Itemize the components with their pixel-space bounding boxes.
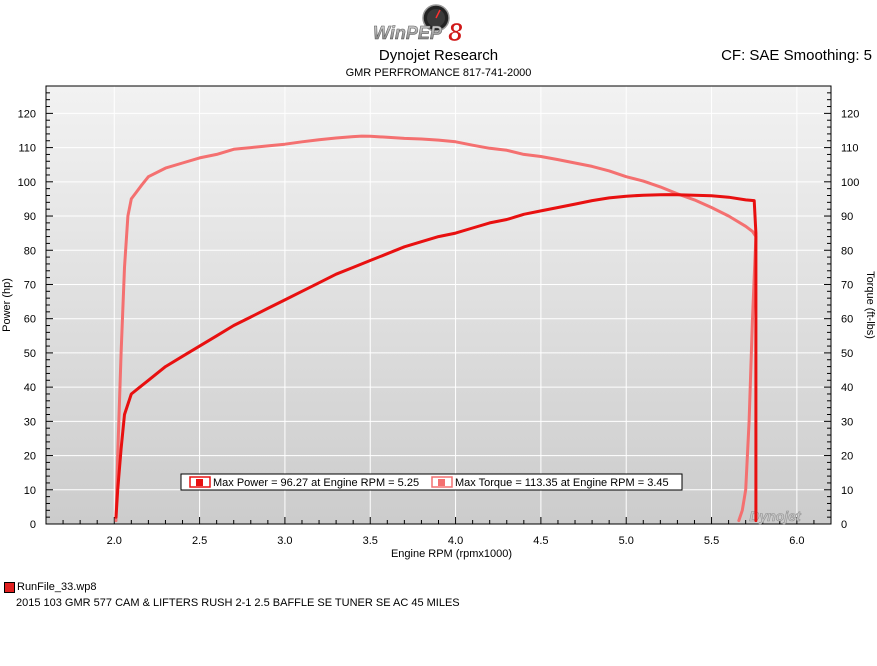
legend-swatch-torque <box>438 479 445 486</box>
x-tick-label: 6.0 <box>789 535 804 547</box>
y-tick-label-right: 80 <box>841 245 853 257</box>
y-tick-label-right: 100 <box>841 177 859 189</box>
x-tick-label: 5.5 <box>704 535 719 547</box>
run-file-entry[interactable]: RunFile_33.wp8 <box>4 581 97 593</box>
x-tick-label: 5.0 <box>619 535 634 547</box>
y-tick-label-right: 90 <box>841 211 853 223</box>
y-tick-label-left: 50 <box>24 348 36 360</box>
y-tick-label-left: 120 <box>18 108 36 120</box>
y-tick-label-right: 110 <box>841 143 859 155</box>
run-color-swatch <box>4 581 15 593</box>
svg-text:8: 8 <box>448 17 463 45</box>
y-tick-label-right: 30 <box>841 416 853 428</box>
y-tick-label-left: 100 <box>18 177 36 189</box>
x-axis-label: Engine RPM (rpmx1000) <box>391 548 512 560</box>
y-tick-label-left: 40 <box>24 382 36 394</box>
x-tick-label: 3.0 <box>277 535 292 547</box>
svg-text:WinPEP: WinPEP <box>373 23 443 43</box>
y-tick-label-left: 20 <box>24 451 36 463</box>
x-tick-label: 2.0 <box>107 535 122 547</box>
y-axis-label-left: Power (hp) <box>1 278 13 332</box>
y-tick-label-left: 80 <box>24 245 36 257</box>
run-description: 2015 103 GMR 577 CAM & LIFTERS RUSH 2-1 … <box>16 597 460 609</box>
dyno-chart: 2.0 2.5 3.0 3.5 4.0 4.5 5.0 5.5 6.0 0 0 10 10 20 20 30 3… <box>1 85 876 560</box>
y-tick-label-left: 0 <box>30 519 36 531</box>
y-tick-label-right: 0 <box>841 519 847 531</box>
chart-title: Dynojet Research <box>378 47 499 64</box>
legend-entry-torque: Max Torque = 113.35 at Engine RPM = 3.45 <box>455 477 669 489</box>
y-tick-label-left: 90 <box>24 211 36 223</box>
run-file-name: RunFile_33.wp8 <box>17 581 97 593</box>
legend-entry-power: Max Power = 96.27 at Engine RPM = 5.25 <box>213 477 419 489</box>
x-tick-label: 4.0 <box>448 535 463 547</box>
y-tick-label-right: 120 <box>841 108 859 120</box>
y-tick-label-right: 50 <box>841 348 853 360</box>
dynojet-watermark: Dynojet <box>749 508 802 524</box>
y-axis-label-right: Torque (ft-lbs) <box>864 271 876 339</box>
y-tick-label-right: 20 <box>841 451 853 463</box>
y-tick-label-right: 70 <box>841 279 853 291</box>
legend-swatch-power <box>196 479 203 486</box>
chart-subtitle: GMR PERFROMANCE 817-741-2000 <box>345 67 532 79</box>
x-tick-label: 4.5 <box>533 535 548 547</box>
y-tick-label-right: 10 <box>841 485 853 497</box>
y-tick-label-left: 10 <box>24 485 36 497</box>
x-tick-label: 2.5 <box>192 535 207 547</box>
y-tick-label-right: 40 <box>841 382 853 394</box>
y-tick-label-left: 70 <box>24 279 36 291</box>
series-line-torque <box>114 134 758 523</box>
y-tick-label-right: 60 <box>841 314 853 326</box>
series-line-power <box>114 193 758 523</box>
y-tick-label-left: 60 <box>24 314 36 326</box>
x-tick-label: 3.5 <box>363 535 378 547</box>
correction-factor-label: CF: SAE Smoothing: 5 <box>721 47 872 64</box>
y-tick-label-left: 110 <box>18 143 36 155</box>
winpep-logo: WinPEP 8 <box>373 4 463 45</box>
legend: Max Power = 96.27 at Engine RPM = 5.25 Ma… <box>180 473 683 491</box>
plot-area <box>46 86 831 524</box>
y-tick-label-left: 30 <box>24 416 36 428</box>
